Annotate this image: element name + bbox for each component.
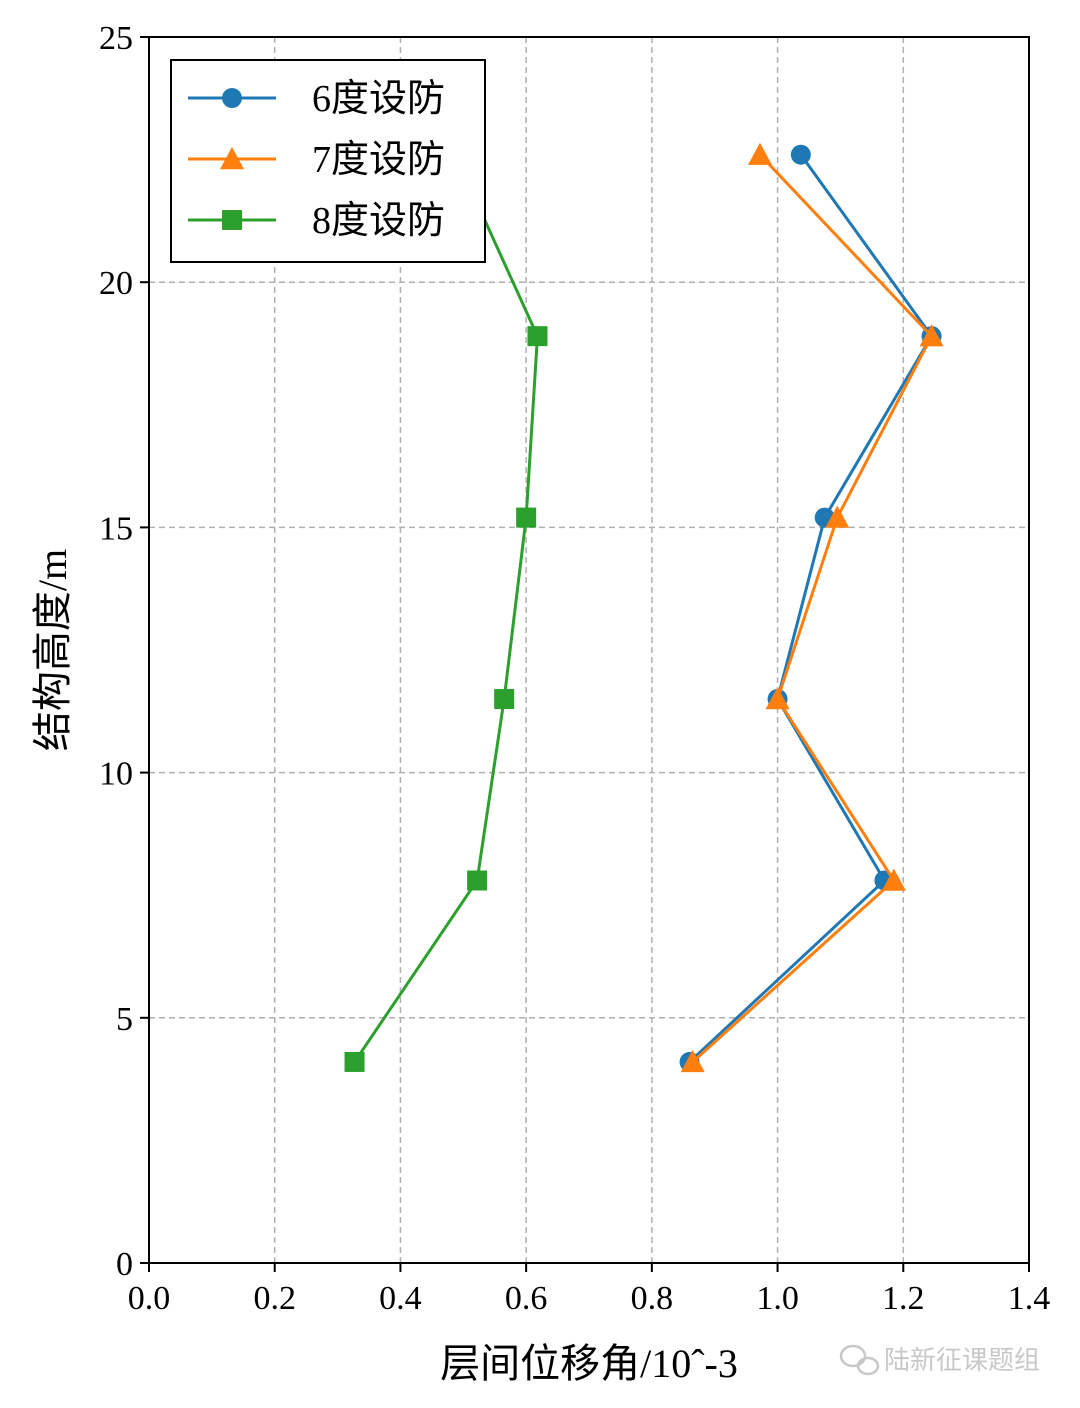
y-axis-title: 结构高度/m (30, 549, 75, 751)
data-point (825, 505, 850, 528)
legend-item: 6度设防 (188, 78, 445, 120)
x-tick-label: 0.6 (505, 1280, 548, 1317)
legend-label: 8度设防 (312, 200, 445, 242)
y-tick-label: 20 (99, 265, 133, 302)
legend-label: 7度设防 (312, 139, 445, 181)
x-tick-label: 0.8 (631, 1280, 674, 1317)
series-3 (344, 144, 548, 1072)
series-1 (679, 144, 942, 1072)
legend-marker (222, 88, 242, 108)
series-line (688, 153, 934, 1064)
x-axis-title: 层间位移角/10ˆ-3 (440, 1341, 738, 1386)
watermark-text: 陆新征课题组 (884, 1346, 1040, 1376)
y-tick-label: 0 (116, 1246, 133, 1283)
data-point (516, 507, 537, 528)
x-tick-label: 1.2 (882, 1280, 925, 1317)
x-tick-label: 0.0 (128, 1280, 171, 1317)
data-point (747, 142, 772, 165)
wechat-icon (839, 1344, 880, 1376)
data-point (680, 1049, 705, 1073)
data-point (467, 870, 488, 891)
x-tick-label: 1.0 (756, 1280, 799, 1317)
legend-label: 6度设防 (312, 78, 445, 120)
y-tick-label: 10 (99, 756, 133, 793)
legend: 6度设防 7度设防 8度设防 (170, 59, 486, 263)
data-point (344, 1051, 365, 1072)
series-line (691, 153, 934, 1064)
x-tick-label: 1.4 (1008, 1280, 1051, 1317)
x-tick-label: 0.2 (253, 1280, 296, 1317)
data-point (881, 868, 906, 891)
x-axis: 0.0 0.2 0.4 0.6 0.8 1.0 1.2 1.4 (128, 1263, 1051, 1317)
legend-marker (222, 210, 242, 230)
data-point (919, 324, 944, 347)
y-axis: 0 5 10 15 20 25 (99, 20, 149, 1283)
plot-frame (148, 36, 1030, 1264)
x-tick-label: 0.4 (379, 1280, 422, 1317)
y-tick-label: 25 (99, 20, 133, 57)
data-point (527, 326, 548, 347)
data-point (790, 144, 811, 165)
data-point (494, 689, 515, 710)
y-tick-label: 5 (116, 1001, 133, 1038)
legend-item: 8度设防 (188, 200, 445, 242)
watermark: 陆新征课题组 (839, 1344, 1040, 1376)
series-2 (680, 142, 944, 1073)
data-point (765, 687, 790, 710)
legend-item: 7度设防 (188, 139, 445, 181)
series-line (353, 154, 539, 1063)
y-tick-label: 15 (99, 510, 133, 547)
legend-marker (220, 147, 244, 170)
series-layer (344, 142, 944, 1073)
